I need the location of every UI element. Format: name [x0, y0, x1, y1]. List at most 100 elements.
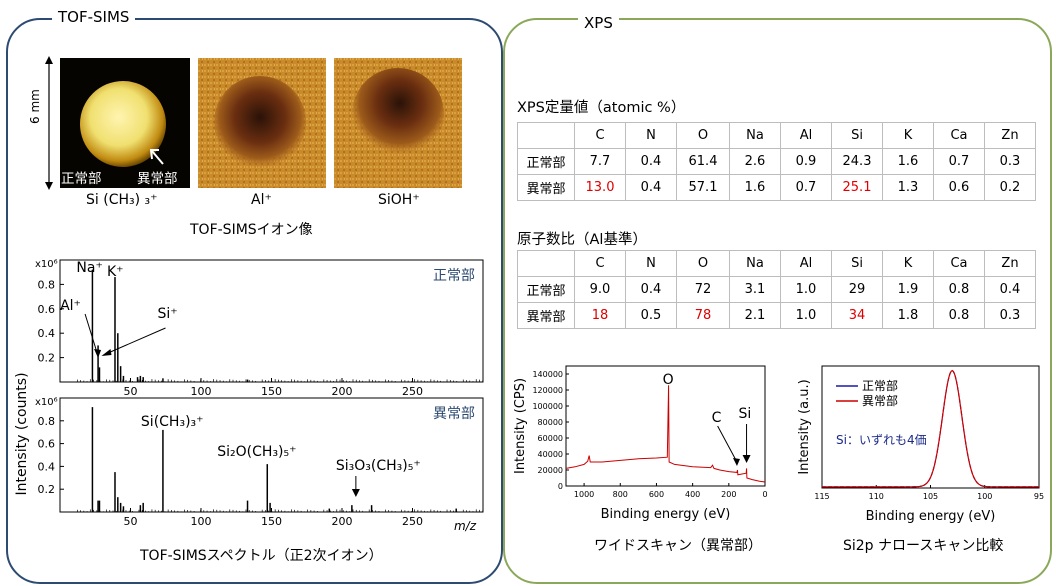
y-tick-label: 0 — [558, 482, 563, 491]
row-label-cell: 正常部 — [517, 276, 575, 303]
table-header-cell: Al — [780, 122, 832, 149]
table-cell: 78 — [676, 302, 730, 329]
table-cell: 0.4 — [625, 276, 677, 303]
arrow-head — [101, 349, 112, 356]
ion-image-caption: TOF-SIMSイオン像 — [190, 222, 313, 238]
peak-label-c: C — [712, 410, 722, 426]
arrow-head — [732, 458, 740, 466]
table-cell: 18 — [574, 302, 626, 329]
table-cell: 13.0 — [574, 174, 626, 201]
x-tick-label: 100 — [191, 515, 212, 528]
tof-sims-title: TOF-SIMS — [52, 8, 136, 26]
y-tick-label: 0.8 — [38, 278, 56, 291]
table-cell: 0.8 — [933, 302, 985, 329]
row-label-cell: 異常部 — [517, 302, 575, 329]
scale-label: 6 mm — [28, 89, 42, 124]
table-header-cell: K — [882, 122, 934, 149]
table-header-cell: Si — [831, 122, 883, 149]
x-axis-label: Binding energy (eV) — [601, 507, 731, 522]
table-cell: 1.0 — [780, 276, 832, 303]
table-header-cell: C — [574, 122, 626, 149]
x-tick-label: 0 — [762, 490, 767, 499]
ion-image-al — [198, 58, 326, 188]
y-tick-label: 140000 — [532, 370, 563, 379]
y-tick-label: 0.2 — [38, 483, 56, 496]
peak-label: Si₃O₃(CH₃)₅⁺ — [336, 458, 421, 474]
table-cell: 24.3 — [831, 148, 883, 175]
table-cell: 25.1 — [831, 174, 883, 201]
narrow-series-line — [822, 369, 1039, 488]
table-header-cell: Si — [831, 250, 883, 277]
y-tick-label: 80000 — [538, 418, 563, 427]
x-tick-label: 250 — [402, 515, 423, 528]
x-tick-label: 600 — [649, 490, 664, 499]
x-tick-label: 105 — [923, 492, 938, 501]
narrow-series-line — [822, 369, 1039, 488]
wide-scan-line — [565, 385, 766, 483]
table-header-cell: Na — [729, 250, 781, 277]
y-tick-label: 0.6 — [38, 438, 56, 451]
table-header-cell: Na — [729, 122, 781, 149]
y-tick-label: 0.2 — [38, 352, 56, 365]
x-axis-label: m/z — [454, 519, 477, 533]
x-tick-label: 50 — [124, 515, 138, 528]
table-cell: 1.0 — [780, 302, 832, 329]
legend-label: 正常部 — [862, 378, 898, 393]
table-cell: 0.9 — [780, 148, 832, 175]
peak-label-si: Si — [739, 406, 752, 422]
x-tick-label: 200 — [332, 515, 353, 528]
x-tick-label: 250 — [402, 385, 423, 398]
table-cell: 9.0 — [574, 276, 626, 303]
xps-title: XPS — [578, 14, 619, 32]
y-tick-label: 100000 — [532, 402, 563, 411]
x-tick-label: 115 — [814, 492, 829, 501]
table-cell: 0.6 — [933, 174, 985, 201]
legend-label: 異常部 — [862, 393, 898, 408]
table-cell: 0.8 — [933, 276, 985, 303]
table-cell: 1.6 — [882, 148, 934, 175]
peak-label: Si₂O(CH₃)₅⁺ — [217, 444, 296, 460]
table-cell: 2.6 — [729, 148, 781, 175]
table-header-row: C N O Na Al Si K Ca Zn — [517, 250, 1036, 277]
table-cell: 0.5 — [625, 302, 677, 329]
y-tick-label: 40000 — [538, 450, 563, 459]
table-row: 正常部 7.7 0.4 61.4 2.6 0.9 24.3 1.6 0.7 0.3 — [517, 148, 1036, 175]
table-cell: 1.9 — [882, 276, 934, 303]
table-header-cell: C — [574, 250, 626, 277]
y-tick-label: 0.4 — [38, 327, 56, 340]
table-cell: 1.3 — [882, 174, 934, 201]
x-tick-label: 400 — [685, 490, 700, 499]
y-tick-label: 60000 — [538, 434, 563, 443]
peak-arrow — [103, 327, 166, 356]
table-cell: 7.7 — [574, 148, 626, 175]
wide-caption: ワイドスキャン（異常部） — [594, 538, 762, 554]
table-row: 正常部 9.0 0.4 72 3.1 1.0 29 1.9 0.8 0.4 — [517, 276, 1036, 303]
table-cell: 0.4 — [984, 276, 1036, 303]
tof-sims-spectra: 0.2 0.4 0.6 0.8 x10⁶ 50 100 150 200 250 正常部 0.2 0.4 0… — [14, 259, 484, 533]
arrow-head — [742, 455, 751, 463]
ion-label-al: Al⁺ — [251, 192, 272, 208]
y-axis-label: Intensity (counts) — [14, 372, 30, 495]
x-tick-label: 200 — [332, 385, 353, 398]
peak-label: K⁺ — [107, 264, 124, 280]
region-label: 正常部 — [433, 268, 475, 284]
quant-table: C N O Na Al Si K Ca Zn 正常部 7.7 0.4 61.4 2.6 0.9 24.3 1.6… — [517, 122, 1036, 201]
ion-image-sioh — [334, 58, 462, 188]
ion-label-sioh: SiOH⁺ — [378, 192, 420, 208]
spectra-caption: TOF-SIMSスペクトル（正2次イオン） — [140, 548, 383, 564]
peak-label: Si(CH₃)₃⁺ — [141, 414, 204, 430]
arrow-head — [351, 489, 360, 497]
x-tick-label: 200 — [721, 490, 736, 499]
table-cell: 29 — [831, 276, 883, 303]
peak-label-o: O — [663, 372, 674, 388]
x-tick-label: 150 — [261, 385, 282, 398]
ratio-title: 原子数比（Al基準） — [517, 232, 647, 248]
y-multiplier: x10⁶ — [35, 397, 58, 408]
table-header-cell: O — [676, 250, 730, 277]
x-tick-label: 50 — [124, 385, 138, 398]
x-tick-label: 1000 — [574, 490, 594, 499]
y-tick-label: 0.4 — [38, 460, 56, 473]
x-tick-label: 150 — [261, 515, 282, 528]
normal-region-label: 正常部 — [61, 171, 102, 187]
